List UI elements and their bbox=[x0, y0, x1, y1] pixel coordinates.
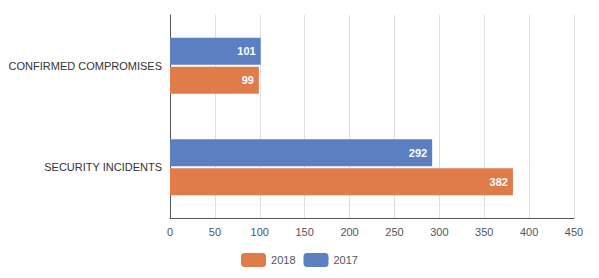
svg-text:150: 150 bbox=[295, 226, 313, 238]
svg-text:250: 250 bbox=[385, 226, 403, 238]
svg-text:100: 100 bbox=[251, 226, 269, 238]
svg-text:400: 400 bbox=[520, 226, 538, 238]
svg-text:292: 292 bbox=[409, 147, 427, 159]
svg-text:50: 50 bbox=[209, 226, 221, 238]
svg-text:450: 450 bbox=[565, 226, 583, 238]
svg-text:382: 382 bbox=[490, 176, 508, 188]
svg-text:99: 99 bbox=[242, 74, 254, 86]
svg-text:300: 300 bbox=[430, 226, 448, 238]
svg-text:2017: 2017 bbox=[334, 254, 358, 266]
svg-text:200: 200 bbox=[340, 226, 358, 238]
svg-text:350: 350 bbox=[475, 226, 493, 238]
svg-text:SECURITY INCIDENTS: SECURITY INCIDENTS bbox=[44, 161, 162, 173]
svg-text:101: 101 bbox=[237, 45, 255, 57]
svg-text:0: 0 bbox=[167, 226, 173, 238]
svg-text:CONFIRMED COMPROMISES: CONFIRMED COMPROMISES bbox=[9, 60, 162, 72]
svg-text:2018: 2018 bbox=[271, 254, 295, 266]
